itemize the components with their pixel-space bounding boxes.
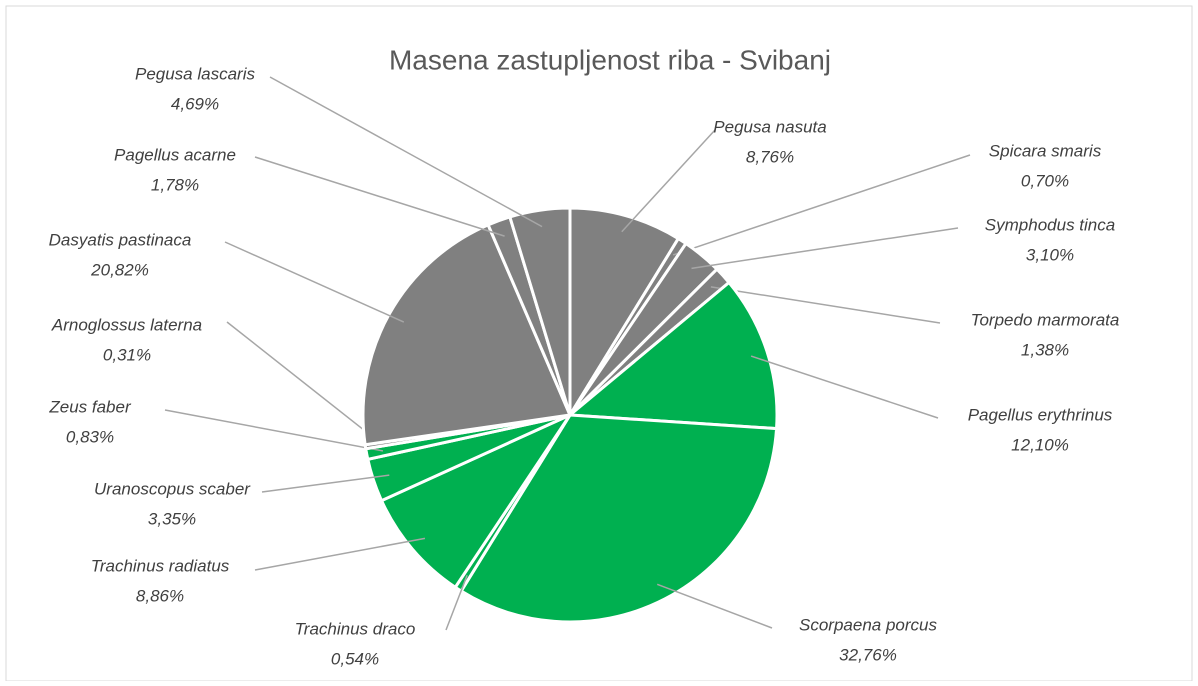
leader-line	[254, 156, 505, 237]
value-label: 12,10%	[1011, 435, 1069, 454]
value-label: 1,38%	[1021, 340, 1069, 359]
pie-slice	[566, 280, 779, 431]
slice-label: Pegusa nasuta	[713, 117, 826, 136]
leader-line	[691, 227, 959, 270]
pie-slice	[459, 413, 779, 624]
value-label: 4,69%	[171, 94, 219, 113]
slice-label: Torpedo marmorata	[971, 310, 1120, 329]
leader-line	[269, 76, 543, 228]
value-label: 1,78%	[151, 175, 199, 194]
leader-line	[254, 537, 426, 571]
pie-slice	[379, 411, 575, 590]
slice-label: Symphodus tinca	[985, 215, 1115, 234]
slice-label: Uranoscopus scaber	[94, 479, 251, 498]
pie-slice	[568, 206, 681, 421]
slice-label: Pegusa lascaris	[135, 64, 256, 83]
value-label: 8,86%	[136, 586, 184, 605]
leader-line	[710, 286, 941, 324]
chart-title: Masena zastupljenost riba - Svibanj	[389, 44, 831, 75]
value-label: 8,76%	[746, 147, 794, 166]
value-label: 0,70%	[1021, 171, 1069, 190]
slice-label: Pagellus erythrinus	[968, 405, 1113, 424]
leader-line	[226, 321, 383, 445]
slice-label: Arnoglossus laterna	[51, 315, 202, 334]
slice-label: Dasyatis pastinaca	[49, 230, 192, 249]
leader-line	[656, 583, 773, 629]
leader-line	[621, 129, 716, 233]
value-label: 32,76%	[839, 645, 897, 664]
leader-line	[224, 241, 405, 323]
slice-label: Spicara smaris	[989, 141, 1102, 160]
slice-label: Scorpaena porcus	[799, 615, 937, 634]
value-label: 0,83%	[66, 427, 114, 446]
leader-line	[164, 409, 384, 452]
slice-label: Trachinus radiatus	[91, 556, 230, 575]
value-label: 0,31%	[103, 345, 151, 364]
leader-line	[445, 574, 468, 631]
leader-line	[261, 474, 390, 493]
leader-line	[672, 154, 971, 256]
slice-label: Trachinus draco	[295, 619, 416, 638]
slice-label: Pagellus acarne	[114, 145, 236, 164]
value-label: 3,35%	[148, 509, 196, 528]
leader-line	[750, 355, 939, 419]
value-label: 3,10%	[1026, 245, 1074, 264]
slice-label: Zeus faber	[48, 397, 132, 416]
value-label: 0,54%	[331, 649, 379, 668]
pie-slice	[361, 222, 573, 447]
pie-slice	[507, 206, 572, 416]
value-label: 20,82%	[90, 260, 149, 279]
